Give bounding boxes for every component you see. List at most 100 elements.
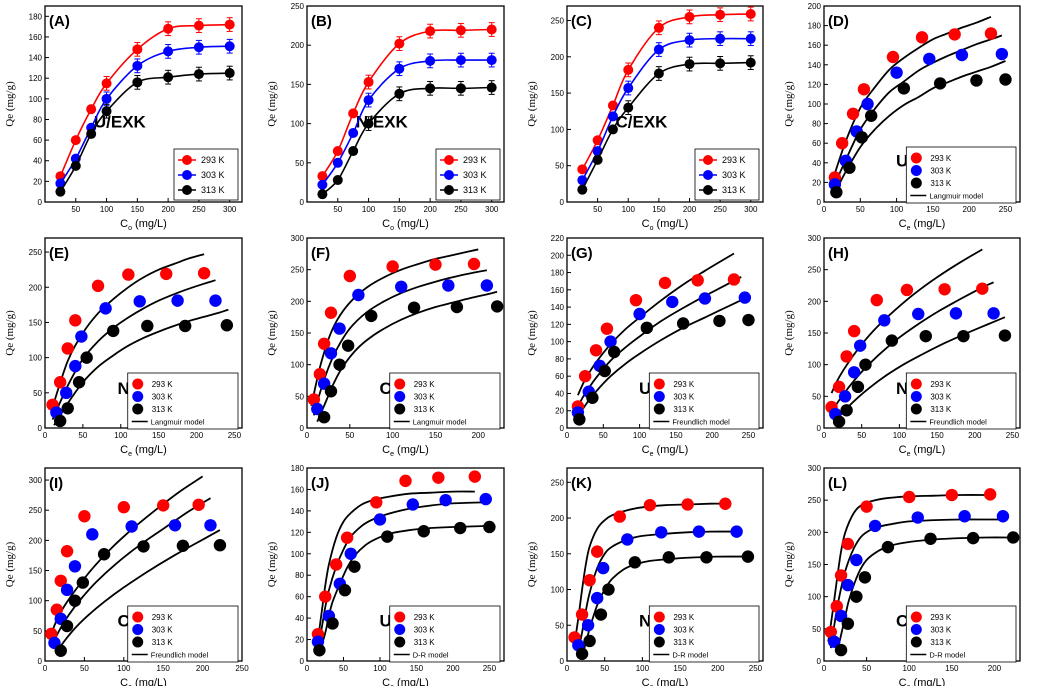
legend: 293 K 303 K 313 K Langmuir model	[905, 146, 1017, 204]
data-point	[602, 583, 615, 596]
legend-marker	[653, 391, 665, 402]
y-tick-label: 150	[551, 89, 565, 98]
legend-marker	[132, 378, 144, 390]
panel-label: (H)	[828, 245, 849, 262]
x-tick-label: 250	[999, 205, 1013, 214]
data-point	[313, 367, 327, 381]
legend: 293 K 303 K 313 K D-R model	[389, 605, 501, 663]
data-point	[99, 302, 112, 315]
fit-curve-0	[830, 15, 992, 185]
plot-area	[828, 15, 1012, 199]
x-tick-label: 150	[669, 431, 683, 440]
data-point	[193, 20, 204, 31]
data-point	[324, 306, 338, 319]
data-point	[590, 591, 604, 605]
x-tick-label: 50	[857, 431, 866, 440]
data-point	[168, 519, 182, 532]
legend-label: 293 K	[414, 380, 436, 389]
y-tick-label: 100	[291, 361, 305, 370]
fit-curve-0	[317, 490, 475, 640]
legend-label: 293 K	[930, 380, 952, 389]
data-point	[439, 493, 452, 507]
data-point	[454, 521, 467, 535]
y-tick-label: 300	[808, 464, 822, 473]
data-point	[843, 161, 856, 174]
y-axis-label: Qe (mg/g)	[4, 541, 16, 587]
data-point	[713, 314, 726, 328]
data-point	[386, 260, 399, 273]
sample-annotation: C/EXK	[615, 113, 668, 132]
data-point	[490, 300, 504, 313]
data-point	[700, 551, 713, 564]
data-point	[730, 525, 743, 538]
data-point	[577, 164, 588, 175]
data-point	[370, 496, 383, 509]
data-point	[575, 608, 589, 621]
data-point	[1006, 531, 1020, 544]
y-tick-label: 160	[551, 286, 565, 295]
y-tick-label: 60	[295, 593, 304, 602]
y-tick-label: 150	[291, 329, 305, 338]
y-tick-label: 60	[33, 136, 42, 145]
y-tick-label: 50	[33, 389, 42, 398]
legend-marker	[182, 170, 192, 180]
data-point	[850, 553, 863, 567]
y-tick-label: 50	[812, 392, 821, 401]
data-point	[847, 324, 861, 338]
data-point	[307, 393, 321, 406]
legend: 293 K 303 K 313 K D-R model	[648, 605, 760, 663]
panel-label: (B)	[311, 13, 332, 30]
legend-marker	[653, 624, 665, 635]
y-tick-label: 80	[295, 571, 304, 580]
data-point	[592, 154, 603, 165]
data-point	[581, 619, 595, 632]
y-tick-label: 140	[808, 61, 822, 70]
x-axis-label: Ce (mg/L)	[382, 677, 429, 686]
y-tick-label: 160	[808, 41, 822, 50]
legend-marker	[394, 611, 406, 623]
x-tick-label: 100	[117, 664, 131, 673]
fit-curve-2	[316, 290, 498, 423]
y-tick-label: 60	[555, 372, 564, 381]
data-point	[348, 560, 361, 573]
panel-label: (I)	[49, 475, 63, 492]
fit-curve-1	[317, 501, 486, 649]
data-point	[623, 102, 634, 113]
data-point	[607, 124, 618, 135]
y-tick-label: 0	[38, 424, 43, 433]
y-axis-label: Qe (mg/g)	[266, 81, 278, 127]
y-tick-label: 40	[33, 157, 42, 166]
data-point	[55, 178, 66, 189]
data-point	[80, 351, 93, 364]
legend-marker	[910, 165, 922, 176]
x-tick-label: 150	[410, 664, 424, 673]
legend-marker	[653, 403, 665, 415]
panel-label: (A)	[49, 13, 70, 30]
data-point	[220, 319, 234, 332]
panel-label: (F)	[311, 245, 330, 262]
series-line-0	[581, 13, 751, 170]
legend-label: 313 K	[414, 638, 436, 647]
data-point	[832, 380, 846, 394]
data-point	[480, 279, 494, 292]
legend-box	[905, 146, 1017, 204]
legend-marker	[182, 185, 192, 195]
data-point	[698, 292, 712, 305]
panel-label: (J)	[311, 475, 329, 492]
plot-area	[825, 248, 1012, 428]
data-point	[834, 569, 848, 582]
y-tick-label: 150	[808, 329, 822, 338]
data-point	[171, 294, 184, 307]
data-point	[623, 83, 634, 94]
y-tick-label: 100	[808, 100, 822, 109]
legend-marker	[910, 624, 922, 635]
y-tick-label: 180	[29, 12, 43, 21]
legend-label: 303 K	[930, 393, 952, 402]
x-tick-label: 200	[190, 431, 204, 440]
y-tick-label: 20	[295, 636, 304, 645]
data-point	[352, 288, 365, 302]
plot-area	[317, 22, 497, 200]
data-point	[676, 317, 690, 330]
